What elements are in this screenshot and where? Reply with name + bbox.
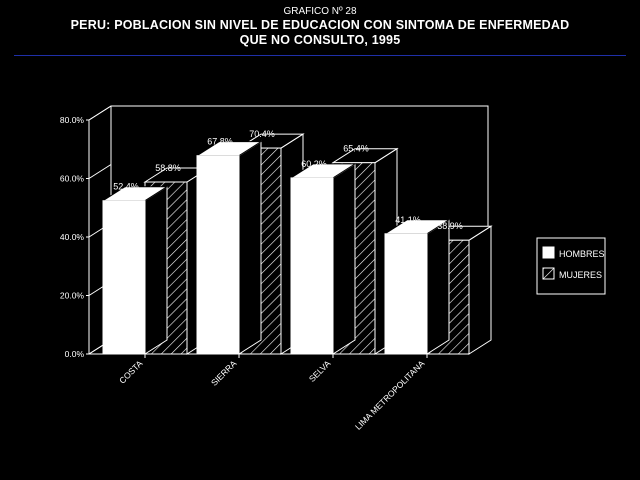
chart-bars bbox=[101, 133, 493, 355]
data-label-mujeres: 70.4% bbox=[249, 129, 275, 139]
data-label-hombres: 52.4% bbox=[113, 182, 139, 192]
x-tick-label: COSTA bbox=[117, 358, 145, 386]
bar-hombres-2-front bbox=[290, 177, 334, 355]
legend-box bbox=[536, 237, 606, 295]
bar-hombres-0-front bbox=[102, 200, 146, 355]
y-tick-label: 40.0% bbox=[60, 232, 85, 242]
bar-hombres-0-side bbox=[144, 185, 168, 355]
data-label-hombres: 41.1% bbox=[395, 215, 421, 225]
y-tick-label: 20.0% bbox=[60, 291, 85, 301]
chart-supertitle: GRAFICO Nº 28 bbox=[283, 6, 357, 17]
bar-hombres-2 bbox=[289, 163, 357, 355]
bar-hombres-3-front bbox=[384, 233, 428, 355]
header-divider bbox=[14, 55, 626, 56]
y-tick-label: 0.0% bbox=[65, 349, 85, 359]
bar-hombres-3-side bbox=[426, 218, 450, 355]
bar-hombres-0 bbox=[101, 185, 169, 355]
y-tick-depth bbox=[88, 105, 112, 121]
data-label-mujeres: 38.9% bbox=[437, 221, 463, 231]
x-tick-label: SELVA bbox=[307, 358, 333, 384]
chart-header: GRAFICO Nº 28 PERU: POBLACION SIN NIVEL … bbox=[0, 6, 640, 48]
bar-hombres-1-front bbox=[196, 155, 240, 355]
bar-hombres-1-side bbox=[238, 140, 262, 355]
y-tick-depth bbox=[88, 164, 112, 179]
bar-hombres-2-side bbox=[332, 163, 356, 355]
legend-label-hombres: HOMBRES bbox=[559, 249, 605, 259]
legend-swatch-hombres bbox=[542, 246, 555, 259]
data-label-mujeres: 65.4% bbox=[343, 144, 369, 154]
x-tick-label: LIMA METROPOLITANA bbox=[353, 358, 427, 432]
chart-title-line-2: QUE NO CONSULTO, 1995 bbox=[239, 33, 401, 47]
legend-label-mujeres: MUJERES bbox=[559, 270, 602, 280]
bar-hombres-3 bbox=[383, 218, 451, 355]
data-label-hombres: 67.8% bbox=[207, 137, 233, 147]
chart-legend: HOMBRES MUJERES bbox=[536, 237, 606, 295]
data-label-hombres: 60.2% bbox=[301, 159, 327, 169]
y-tick-label: 80.0% bbox=[60, 115, 85, 125]
chart-title-line-1: PERU: POBLACION SIN NIVEL DE EDUCACION C… bbox=[70, 18, 570, 32]
y-tick-label: 60.0% bbox=[60, 174, 85, 184]
bar-hombres-1 bbox=[195, 140, 263, 355]
data-label-mujeres: 58.8% bbox=[155, 163, 181, 173]
bar-mujeres-3-side bbox=[468, 225, 492, 355]
x-tick-label: SIERRA bbox=[209, 358, 239, 388]
legend-swatch-mujeres bbox=[542, 267, 555, 280]
